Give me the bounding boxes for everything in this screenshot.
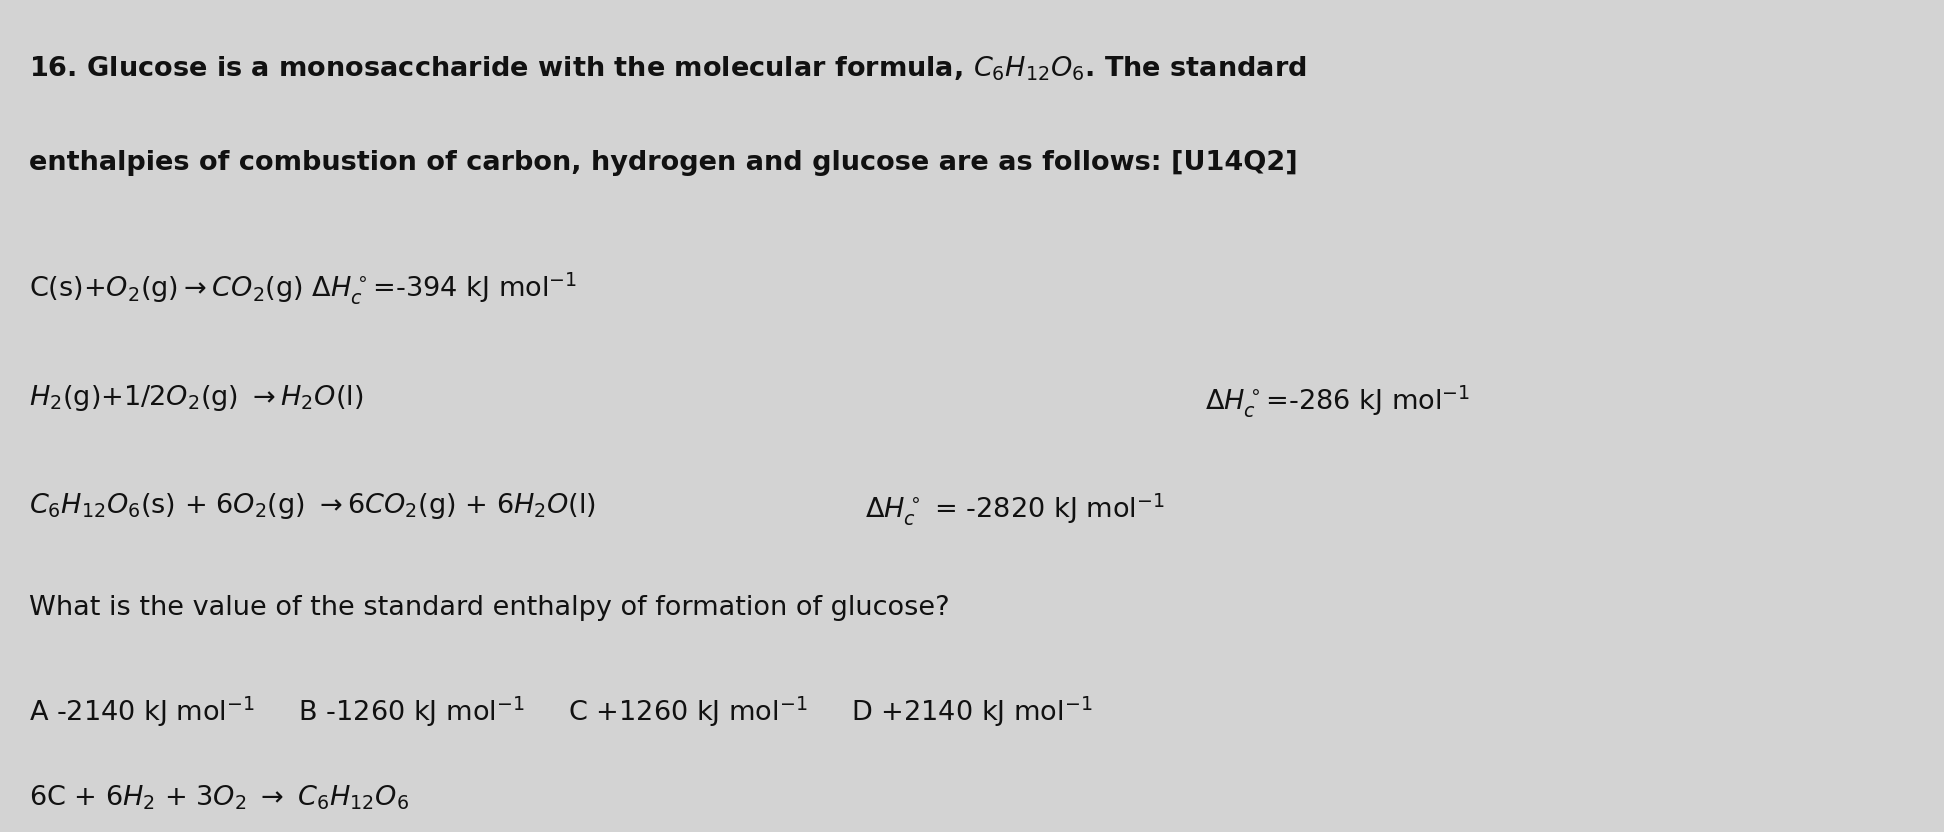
Text: $C_6H_{12}O_6$(s) + 6$O_2$(g) $\rightarrow$6$CO_2$(g) + 6$H_2O$(l): $C_6H_{12}O_6$(s) + 6$O_2$(g) $\rightarr…: [29, 491, 597, 521]
Text: enthalpies of combustion of carbon, hydrogen and glucose are as follows: [U14Q2]: enthalpies of combustion of carbon, hydr…: [29, 150, 1299, 176]
Text: 6C + 6$H_2$ + 3$O_2$ $\rightarrow$ $C_6H_{12}O_6$: 6C + 6$H_2$ + 3$O_2$ $\rightarrow$ $C_6H…: [29, 784, 408, 812]
Text: C(s)+$O_2$(g)$\rightarrow$$CO_2$(g) $\Delta H^\circ_c$=-394 kJ mol$^{-1}$: C(s)+$O_2$(g)$\rightarrow$$CO_2$(g) $\De…: [29, 270, 577, 306]
Text: What is the value of the standard enthalpy of formation of glucose?: What is the value of the standard enthal…: [29, 595, 951, 621]
Text: 16. Glucose is a monosaccharide with the molecular formula, $C_6H_{12}O_6$. The : 16. Glucose is a monosaccharide with the…: [29, 54, 1306, 82]
Text: A -2140 kJ mol$^{-1}$     B -1260 kJ mol$^{-1}$     C +1260 kJ mol$^{-1}$     D : A -2140 kJ mol$^{-1}$ B -1260 kJ mol$^{-…: [29, 695, 1093, 729]
Text: $H_2$(g)+1/2$O_2$(g) $\rightarrow$$H_2O$(l): $H_2$(g)+1/2$O_2$(g) $\rightarrow$$H_2O$…: [29, 383, 364, 413]
Text: $\Delta H^\circ_c$=-286 kJ mol$^{-1}$: $\Delta H^\circ_c$=-286 kJ mol$^{-1}$: [1205, 383, 1470, 418]
Text: $\Delta H^\circ_c$ = -2820 kJ mol$^{-1}$: $\Delta H^\circ_c$ = -2820 kJ mol$^{-1}$: [865, 491, 1164, 527]
